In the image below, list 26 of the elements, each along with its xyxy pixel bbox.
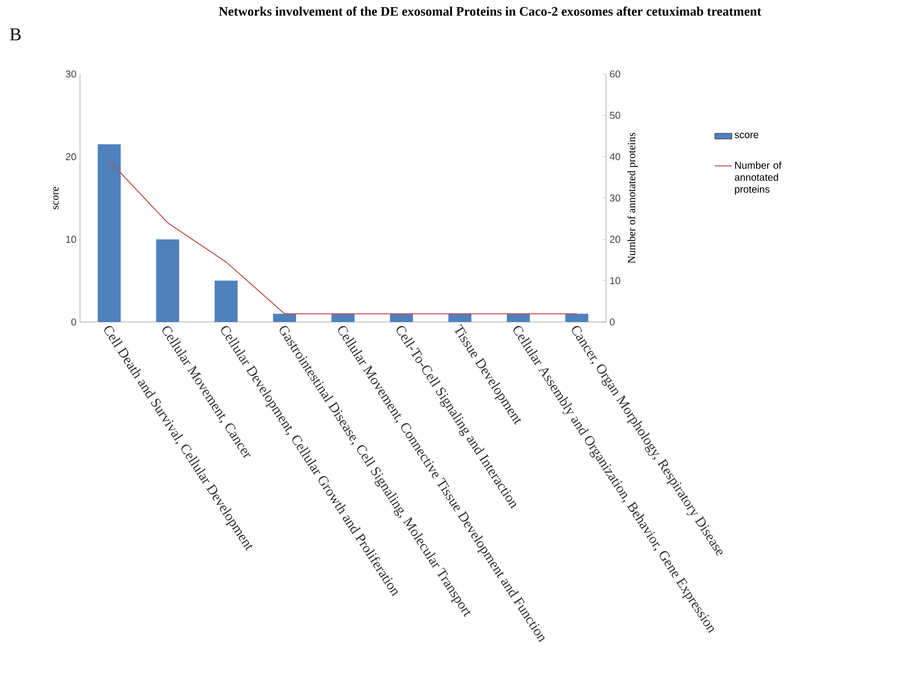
- y-tick-label: 30: [66, 70, 76, 78]
- y2-axis-title: Number of annotated proteins: [627, 132, 638, 264]
- bar: [390, 314, 413, 322]
- y-axis-title: score: [53, 186, 59, 210]
- bar: [332, 314, 354, 322]
- bar: [273, 314, 296, 322]
- bar: [448, 314, 472, 322]
- legend-label: score: [734, 132, 758, 138]
- text: B: [10, 28, 21, 40]
- y2-tick-label: 20: [610, 236, 620, 243]
- y-tick-label: 0: [71, 318, 76, 326]
- y2-tick-label: 40: [610, 153, 620, 160]
- bar: [565, 314, 588, 322]
- bar: [98, 144, 121, 322]
- chart-title: Networks involvement of the DE exosomal Proteins in Caco-2 exosomes after cetuximab treatment: [218, 6, 762, 16]
- bar: [506, 314, 530, 322]
- y2-tick-label: 50: [610, 112, 620, 119]
- y2-tick-label: 10: [610, 277, 620, 284]
- bar: [156, 239, 180, 322]
- y-tick-label: 20: [66, 153, 76, 160]
- y-tick-label: 10: [66, 236, 76, 243]
- y2-tick-label: 60: [610, 70, 620, 78]
- y2-tick-label: 30: [610, 194, 620, 202]
- legend-label: Number of annotated proteins: [734, 162, 782, 195]
- y2-tick-label: 0: [610, 318, 615, 326]
- bar: [214, 280, 238, 322]
